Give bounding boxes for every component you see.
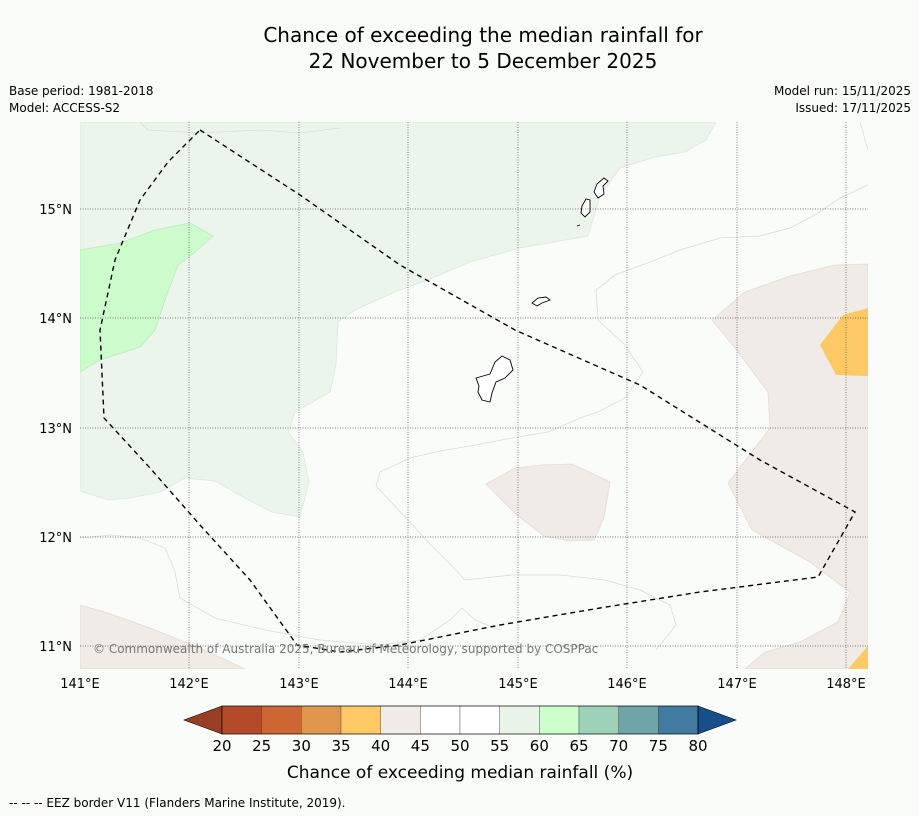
lat-label-13n: 13°N bbox=[39, 422, 72, 437]
region-40-45-central bbox=[485, 463, 611, 542]
colorbar-tick-label: 35 bbox=[331, 737, 350, 755]
contour-50-ne bbox=[859, 122, 868, 151]
colorbar-tick-label: 55 bbox=[490, 737, 509, 755]
region-40-45-southwest bbox=[80, 604, 246, 669]
colorbar-tick-label: 65 bbox=[569, 737, 588, 755]
colorbar-tick-label: 60 bbox=[530, 737, 549, 755]
meta-right: Model run: 15/11/2025 Issued: 17/11/2025 bbox=[774, 83, 911, 117]
meta-left: Base period: 1981-2018 Model: ACCESS-S2 bbox=[9, 83, 154, 117]
colorbar-cell bbox=[380, 705, 421, 735]
colorbar-cell bbox=[658, 705, 699, 735]
lon-labels: 141°E 142°E 143°E 144°E 145°E 146°E 147°… bbox=[60, 677, 866, 692]
colorbar: 20 25 30 35 40 45 50 55 60 65 70 75 80 Chance of exc… bbox=[183, 705, 737, 783]
graticule bbox=[80, 122, 868, 669]
lat-label-14n: 14°N bbox=[39, 312, 72, 327]
colorbar-cell bbox=[539, 705, 580, 735]
island-aguijan bbox=[576, 224, 581, 227]
colorbar-cells bbox=[221, 705, 699, 735]
colorbar-tick-label: 75 bbox=[649, 737, 668, 755]
map-title: Chance of exceeding the median rainfall … bbox=[0, 22, 919, 74]
region-40-45-east bbox=[711, 263, 868, 669]
colorbar-cell bbox=[301, 705, 342, 735]
contour-50-south bbox=[80, 534, 501, 646]
eez-legend-note: -- -- -- EEZ border V11 (Flanders Marine… bbox=[9, 796, 346, 810]
title-line-2: 22 November to 5 December 2025 bbox=[308, 49, 658, 73]
colorbar-tick-label: 45 bbox=[411, 737, 430, 755]
region-35-40-southeast bbox=[848, 646, 868, 669]
island-guam bbox=[475, 355, 514, 403]
colorbar-title: Chance of exceeding median rainfall (%) bbox=[287, 763, 633, 783]
lon-label-142e: 142°E bbox=[169, 677, 209, 692]
colorbar-cell bbox=[578, 705, 619, 735]
colorbar-tick-label: 20 bbox=[212, 737, 231, 755]
contour-50-north bbox=[375, 184, 868, 651]
lon-label-147e: 147°E bbox=[717, 677, 757, 692]
region-35-40-east bbox=[820, 308, 868, 376]
island-tinian bbox=[580, 198, 591, 218]
lon-label-144e: 144°E bbox=[388, 677, 428, 692]
islands bbox=[475, 177, 609, 403]
colorbar-cell bbox=[459, 705, 500, 735]
lon-label-146e: 146°E bbox=[607, 677, 647, 692]
colorbar-cell bbox=[420, 705, 461, 735]
title-line-1: Chance of exceeding the median rainfall … bbox=[263, 23, 703, 47]
island-rota bbox=[531, 296, 551, 307]
lon-label-145e: 145°E bbox=[498, 677, 538, 692]
lat-label-15n: 15°N bbox=[39, 203, 72, 218]
colorbar-low-arrow bbox=[183, 705, 223, 735]
colorbar-cell bbox=[221, 705, 262, 735]
region-60-65 bbox=[80, 222, 214, 373]
colorbar-cell bbox=[261, 705, 302, 735]
colorbar-cell bbox=[618, 705, 659, 735]
colorbar-ticks: 20 25 30 35 40 45 50 55 60 65 70 75 80 bbox=[212, 737, 707, 755]
lon-label-141e: 141°E bbox=[60, 677, 100, 692]
colorbar-tick-label: 70 bbox=[609, 737, 628, 755]
colorbar-tick-label: 30 bbox=[292, 737, 311, 755]
colorbar-frame bbox=[221, 705, 699, 735]
contour-50-top bbox=[139, 122, 341, 134]
lat-labels: 15°N 14°N 13°N 12°N 11°N bbox=[39, 203, 72, 655]
colorbar-cell bbox=[340, 705, 381, 735]
lon-label-143e: 143°E bbox=[279, 677, 319, 692]
colorbar-tick-label: 40 bbox=[371, 737, 390, 755]
colorbar-cell bbox=[499, 705, 540, 735]
island-saipan bbox=[593, 177, 609, 199]
colorbar-tick-label: 50 bbox=[450, 737, 469, 755]
colorbar-tick-label: 80 bbox=[688, 737, 707, 755]
lat-label-12n: 12°N bbox=[39, 531, 72, 546]
issued-date: Issued: 17/11/2025 bbox=[795, 101, 911, 115]
region-55-60-northwest bbox=[80, 122, 717, 518]
lon-label-148e: 148°E bbox=[826, 677, 866, 692]
map-area: © Commonwealth of Australia 2025, Bureau… bbox=[80, 122, 868, 669]
colorbar-tick-label: 25 bbox=[252, 737, 271, 755]
lat-label-11n: 11°N bbox=[39, 640, 72, 655]
model-name: Model: ACCESS-S2 bbox=[9, 101, 121, 115]
base-period: Base period: 1981-2018 bbox=[9, 84, 154, 98]
copyright-notice: © Commonwealth of Australia 2025, Bureau… bbox=[93, 642, 598, 656]
model-run: Model run: 15/11/2025 bbox=[773, 84, 911, 98]
colorbar-high-arrow bbox=[697, 705, 737, 735]
